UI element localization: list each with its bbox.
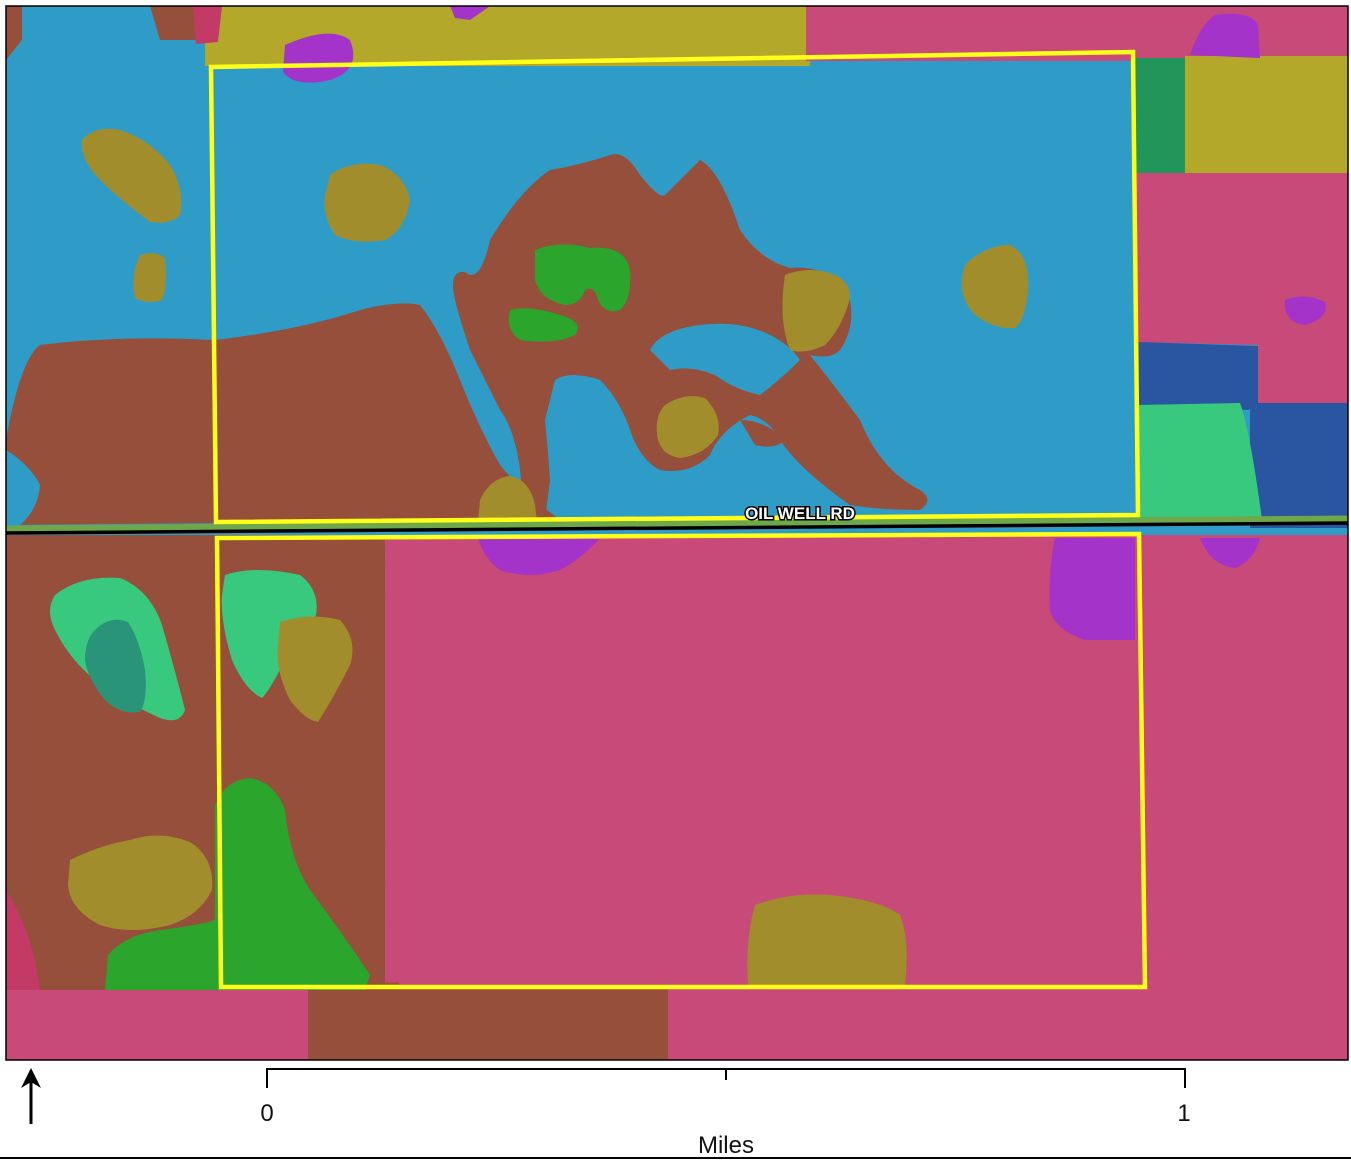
land-area — [385, 538, 1145, 985]
land-area — [740, 420, 785, 447]
land-area — [1049, 538, 1135, 640]
land-area — [1200, 538, 1260, 568]
scale-units-label: Miles — [698, 1132, 754, 1159]
scale-start-label: 0 — [260, 1100, 273, 1127]
parcel-outline-north — [208, 49, 1141, 525]
land-area — [277, 616, 353, 722]
land-area — [305, 975, 670, 1060]
parcel-outline-south — [214, 531, 1148, 990]
road-edge — [5, 515, 1349, 535]
land-area — [324, 163, 410, 242]
land-area — [782, 270, 850, 352]
land-area — [1185, 56, 1348, 173]
land-area — [1138, 342, 1258, 410]
land-area — [215, 778, 370, 990]
map-frame — [5, 5, 1349, 1061]
land-area — [6, 890, 40, 990]
land-area — [1190, 13, 1260, 58]
north-arrow-icon — [21, 1068, 41, 1124]
land-area — [1138, 403, 1262, 520]
land-area — [478, 476, 537, 522]
scale-end-label: 1 — [1177, 1100, 1190, 1127]
land-area — [1135, 58, 1187, 173]
land-area — [535, 244, 631, 312]
land-area — [6, 990, 308, 1060]
land-area — [133, 253, 166, 303]
land-area — [1250, 403, 1348, 528]
land-area — [6, 450, 40, 525]
land-area — [508, 308, 578, 342]
land-area — [221, 570, 317, 698]
land-area — [961, 245, 1029, 329]
land-area — [85, 619, 146, 713]
road-label: OIL WELL RD — [745, 504, 855, 523]
scale-bar: 0 1 Miles — [260, 1068, 1191, 1159]
land-area — [81, 128, 182, 223]
land-area — [478, 538, 600, 575]
land-area — [150, 6, 200, 40]
land-area — [68, 835, 213, 930]
land-area — [283, 33, 354, 83]
land-area — [747, 894, 907, 985]
land-area — [656, 396, 719, 458]
land-area — [1284, 296, 1326, 325]
land-area — [668, 985, 1348, 1060]
land-area — [650, 323, 800, 395]
land-area — [193, 6, 222, 44]
land-area — [6, 303, 560, 525]
land-area — [450, 6, 490, 20]
land-area — [105, 920, 215, 990]
road-line — [5, 521, 1349, 535]
land-area — [1135, 173, 1348, 405]
land-area — [6, 6, 22, 60]
